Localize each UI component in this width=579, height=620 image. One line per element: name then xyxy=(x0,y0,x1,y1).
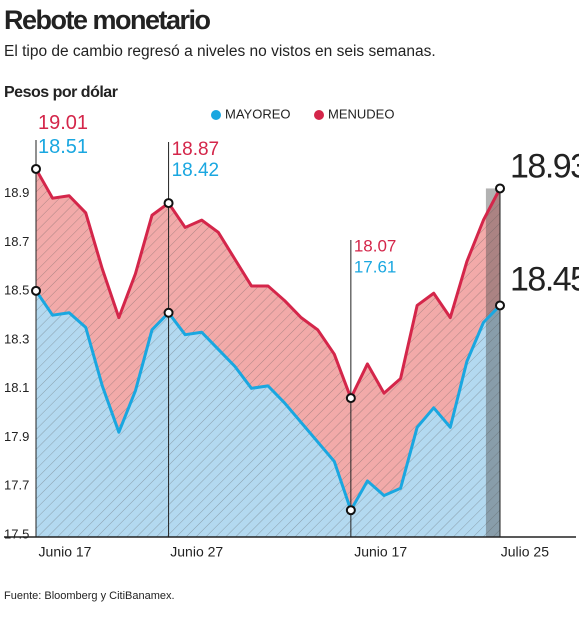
point xyxy=(31,285,41,296)
line xyxy=(34,168,502,400)
data-label: 18.42 xyxy=(172,160,220,181)
y-tick-label: 18.7 xyxy=(4,234,29,249)
data-label: 18.51 xyxy=(38,136,88,158)
area-hatch xyxy=(36,290,500,537)
legend-label: MAYOREO xyxy=(225,106,291,121)
data-label: 18.45 xyxy=(510,260,579,298)
legend-label: MENUDEO xyxy=(328,106,394,121)
point xyxy=(495,300,505,311)
data-label: 19.01 xyxy=(38,112,88,134)
data-label: 17.61 xyxy=(354,258,397,277)
area-hatch xyxy=(36,168,500,511)
chart-title: Rebote monetario xyxy=(4,5,211,35)
data-label: 18.07 xyxy=(354,237,397,256)
y-tick-label: 18.3 xyxy=(4,331,29,346)
y-tick-label: 18.1 xyxy=(4,380,29,395)
legend-swatch xyxy=(314,110,324,120)
x-tick-label: Junio 17 xyxy=(39,544,92,560)
y-tick-label: 17.9 xyxy=(4,429,29,444)
line xyxy=(34,289,502,512)
axis-label: Pesos por dólar xyxy=(4,84,118,101)
point xyxy=(345,393,356,404)
point xyxy=(31,163,41,174)
y-tick-label: 17.5 xyxy=(4,526,29,541)
y-tick-label: 18.9 xyxy=(4,185,29,200)
y-tick-label: 18.5 xyxy=(4,283,29,298)
chart-subtitle: El tipo de cambio regresó a niveles no v… xyxy=(4,43,436,60)
data-label: 18.93 xyxy=(510,147,579,185)
point xyxy=(495,183,505,194)
source: Fuente: Bloomberg y CitiBanamex. xyxy=(4,590,175,602)
point xyxy=(163,307,174,318)
y-tick-label: 17.7 xyxy=(4,478,29,493)
point xyxy=(163,198,174,209)
x-tick-label: Junio 27 xyxy=(170,544,223,560)
data-label: 18.87 xyxy=(172,139,220,160)
point xyxy=(345,505,356,516)
legend-swatch xyxy=(211,110,221,120)
x-tick-label: Junio 17 xyxy=(354,544,407,560)
x-tick-label: Julio 25 xyxy=(501,544,549,560)
highlight-band xyxy=(485,188,500,537)
